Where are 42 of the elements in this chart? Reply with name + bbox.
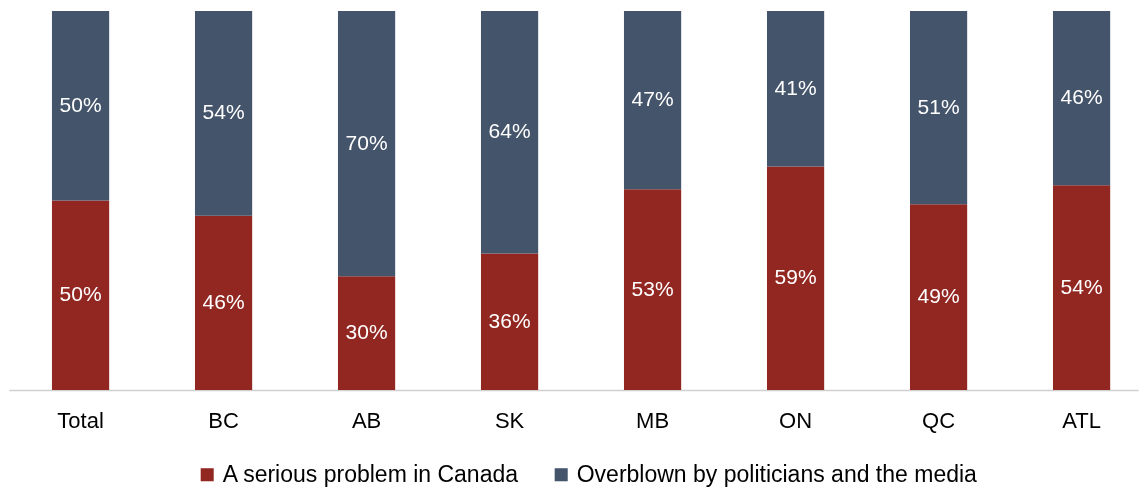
- bar: [480, 253, 539, 390]
- data-label: 41%: [774, 75, 817, 99]
- x-tick-label: ON: [779, 407, 813, 433]
- x-tick-label: AB: [351, 407, 382, 433]
- x-tick-label: Total: [57, 407, 104, 433]
- bar: [51, 11, 110, 201]
- data-label: 49%: [917, 284, 960, 308]
- x-tick-label: MB: [636, 407, 670, 433]
- bar: [337, 276, 396, 390]
- data-label: 50%: [59, 92, 102, 116]
- x-tick-label: BC: [208, 407, 239, 433]
- legend-label: Overblown by politicians and the media: [576, 460, 978, 487]
- bar: [337, 11, 396, 277]
- x-tick-label: QC: [922, 407, 956, 433]
- data-label: 53%: [631, 276, 674, 300]
- bar: [909, 11, 968, 205]
- x-tick-label: SK: [494, 407, 525, 433]
- data-label: 50%: [59, 282, 102, 306]
- data-label: 54%: [202, 100, 245, 124]
- bar: [480, 11, 539, 254]
- data-label: 36%: [488, 308, 531, 332]
- bar: [766, 11, 825, 167]
- bar: [909, 204, 968, 390]
- bar: [51, 200, 110, 390]
- data-label: 47%: [631, 87, 674, 111]
- data-label: 54%: [1060, 274, 1103, 298]
- data-label: 51%: [917, 94, 960, 118]
- data-label: 64%: [488, 119, 531, 143]
- x-tick-label: ATL: [1062, 407, 1101, 433]
- bar: [194, 215, 253, 390]
- data-label: 70%: [345, 130, 388, 154]
- bar: [623, 189, 682, 390]
- data-label: 46%: [202, 289, 245, 313]
- data-label: 30%: [345, 320, 388, 344]
- bar: [1052, 11, 1111, 186]
- bar: [623, 11, 682, 190]
- data-label: 46%: [1060, 85, 1103, 109]
- bar: [194, 11, 253, 216]
- legend-label: A serious problem in Canada: [222, 460, 519, 487]
- bar: [766, 166, 825, 390]
- bar: [1052, 185, 1111, 390]
- data-label: 59%: [774, 265, 817, 289]
